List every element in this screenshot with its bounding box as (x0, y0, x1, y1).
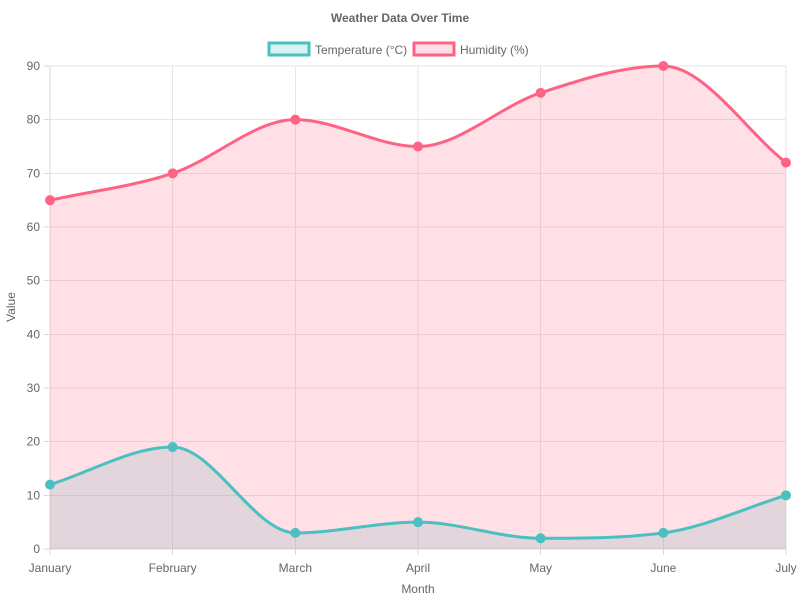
x-tick-label: April (406, 561, 430, 575)
data-point-1-2 (290, 114, 301, 125)
chart-title: Weather Data Over Time (331, 11, 470, 25)
data-point-1-4 (535, 87, 546, 98)
legend-swatch-1 (412, 41, 456, 57)
data-point-0-4 (535, 533, 546, 544)
y-tick-label: 10 (27, 488, 41, 502)
x-tick-label: June (650, 561, 676, 575)
grid (49, 65, 787, 550)
y-tick-label: 0 (33, 542, 40, 556)
point-layer (45, 61, 791, 544)
y-tick-label: 60 (27, 220, 41, 234)
legend-item-0: Temperature (°C) (267, 41, 407, 57)
x-tick-label: January (29, 561, 72, 575)
data-point-1-1 (167, 168, 178, 179)
data-point-0-1 (167, 442, 178, 453)
y-tick-label: 70 (27, 166, 41, 180)
y-tick-label: 80 (27, 113, 41, 127)
data-point-1-0 (45, 195, 55, 206)
x-tick-label: February (149, 561, 197, 575)
y-tick-label: 30 (27, 381, 41, 395)
data-point-0-3 (413, 517, 423, 528)
series-area-0 (50, 447, 786, 549)
x-tick-label: July (775, 561, 796, 575)
legend-item-1: Humidity (%) (412, 41, 529, 57)
legend-label-1: Humidity (%) (460, 43, 529, 57)
legend: Temperature (°C) Humidity (%) (267, 41, 529, 57)
y-tick-label: 50 (27, 274, 41, 288)
y-axis-ticks: 0 10 20 30 40 50 60 70 80 90 (27, 59, 50, 556)
x-tick-label: May (529, 561, 552, 575)
y-tick-label: 90 (27, 59, 41, 73)
data-point-1-5 (658, 61, 669, 71)
area-layer (50, 66, 786, 549)
data-point-0-6 (781, 490, 791, 501)
y-tick-label: 40 (27, 327, 41, 341)
legend-label-0: Temperature (°C) (315, 43, 407, 57)
data-point-0-0 (45, 479, 55, 490)
legend-swatch-0 (267, 41, 311, 57)
data-point-0-2 (290, 527, 301, 538)
y-axis-title: Value (4, 292, 18, 322)
x-axis-ticks: January February March April May June July (29, 549, 797, 575)
data-point-1-3 (413, 141, 423, 152)
data-point-1-6 (781, 157, 791, 168)
y-tick-label: 20 (27, 435, 41, 449)
x-tick-label: March (279, 561, 312, 575)
data-point-0-5 (658, 527, 669, 538)
series-area-1 (50, 66, 786, 549)
x-axis-title: Month (401, 582, 434, 596)
